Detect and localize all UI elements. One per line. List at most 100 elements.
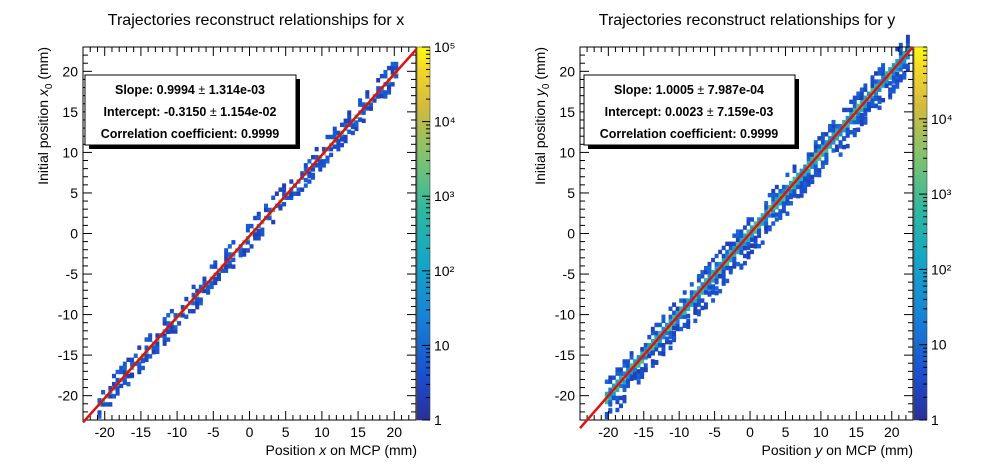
heatmap-cell <box>661 348 666 354</box>
heatmap-cell <box>820 132 825 137</box>
heatmap-cell <box>898 67 903 72</box>
heatmap-cell <box>771 213 776 218</box>
heatmap-cell <box>781 201 786 206</box>
heatmap-cell <box>224 252 229 257</box>
heatmap-cell <box>711 257 716 263</box>
heatmap-cell <box>852 95 857 101</box>
y-tick-label: 0 <box>70 226 78 242</box>
heatmap-cell <box>184 314 189 319</box>
heatmap-cell <box>155 345 160 350</box>
heatmap-cell <box>650 347 655 352</box>
heatmap-cell <box>626 383 630 389</box>
heatmap-cell <box>318 167 323 172</box>
heatmap-cell <box>742 241 747 247</box>
heatmap-cell <box>831 148 836 153</box>
heatmap-cell <box>325 134 330 140</box>
heatmap-cell <box>626 363 630 368</box>
heatmap-cell <box>387 85 392 90</box>
x-tick-label: -10 <box>669 424 689 440</box>
y-axis: -20 -15 -10 -5 0 5 10 15 20 <box>58 46 416 421</box>
heatmap-cell <box>838 140 843 146</box>
heatmap-cell <box>693 318 698 324</box>
heatmap-cell <box>321 159 326 164</box>
heatmap-cell <box>849 111 854 117</box>
heatmap-cell <box>750 225 754 230</box>
heatmap-cell <box>842 144 847 150</box>
heatmap-cell <box>668 330 673 336</box>
heatmap-cell <box>387 65 392 71</box>
heatmap-cell <box>350 124 355 130</box>
heatmap-cell <box>888 88 893 93</box>
x-tick-label: -20 <box>95 424 115 440</box>
heatmap-cell <box>831 119 836 125</box>
heatmap-cell <box>721 245 726 251</box>
heatmap-cell <box>661 334 666 340</box>
heatmap-cell <box>263 207 268 213</box>
fit-line <box>579 46 914 430</box>
heatmap-cell <box>852 132 857 138</box>
heatmap-cell <box>300 171 305 176</box>
heatmap-cell <box>774 192 779 198</box>
heatmap-cell <box>187 308 192 314</box>
heatmap-cell <box>849 119 854 125</box>
colorbar-tick-label: 10² <box>931 261 952 277</box>
heatmap-cell <box>693 306 698 311</box>
heatmap-cell <box>863 83 868 88</box>
heatmap-cell <box>891 79 896 84</box>
heatmap-cell <box>870 83 875 88</box>
heatmap-cell <box>842 128 847 133</box>
heatmap-cell <box>191 284 196 290</box>
heatmap-cell <box>820 164 825 169</box>
heatmap-cell <box>838 132 843 137</box>
heatmap-cell <box>238 248 243 253</box>
heatmap-cell <box>806 156 811 161</box>
heatmap-cell <box>148 337 153 342</box>
heatmap-cell <box>757 243 762 249</box>
y-tick-label: -20 <box>555 388 575 404</box>
heatmap-cell <box>668 334 673 340</box>
heatmap-cell <box>643 367 648 373</box>
heatmap-cell <box>227 260 232 265</box>
stats-box: Slope: 1.0005 ± 7.987e-04 Intercept: 0.0… <box>583 74 799 149</box>
heatmap-cell <box>111 381 116 387</box>
heatmap-cell <box>898 50 903 56</box>
heatmap-cell <box>813 164 818 169</box>
heatmap-cell <box>198 300 203 306</box>
heatmap-cell <box>813 168 818 174</box>
heatmap-cell <box>675 306 680 311</box>
heatmap-cell <box>735 261 740 267</box>
heatmap-cell <box>282 201 287 207</box>
heatmap-cell <box>898 74 903 79</box>
heatmap-cell <box>707 261 712 267</box>
heatmap-cell <box>122 365 127 371</box>
heatmap-cell <box>336 146 341 152</box>
heatmap-cell <box>137 345 142 350</box>
x-tick-label: -15 <box>634 424 654 440</box>
heatmap-cell <box>905 46 910 52</box>
heatmap-cell <box>891 75 896 80</box>
heatmap-cell <box>693 298 698 303</box>
heatmap-cell <box>827 123 832 129</box>
x-tick-label: 20 <box>386 424 402 440</box>
heatmap-cell <box>771 221 776 226</box>
heatmap-cell <box>227 252 232 257</box>
heatmap-cell <box>140 365 145 371</box>
heatmap-cell <box>827 128 832 133</box>
heatmap-cell <box>354 122 359 128</box>
heatmap-cell <box>874 96 878 102</box>
heatmap-cell <box>778 192 783 198</box>
heatmap-cell <box>622 387 627 393</box>
heatmap-cell <box>856 91 861 96</box>
heatmap-cell <box>155 349 160 354</box>
heatmap-cell <box>209 281 214 286</box>
heatmap-cell <box>686 313 691 319</box>
heatmap-cell <box>249 244 254 249</box>
heatmap-cell <box>707 274 712 279</box>
colorbar-tick-label: 1 <box>434 412 442 428</box>
heatmap-cell <box>820 152 825 157</box>
heatmap-cell <box>810 152 815 157</box>
heatmap-cell <box>870 101 875 106</box>
heatmap-cell <box>618 395 623 401</box>
heatmap-cell <box>604 391 609 397</box>
heatmap-cell <box>137 369 142 375</box>
